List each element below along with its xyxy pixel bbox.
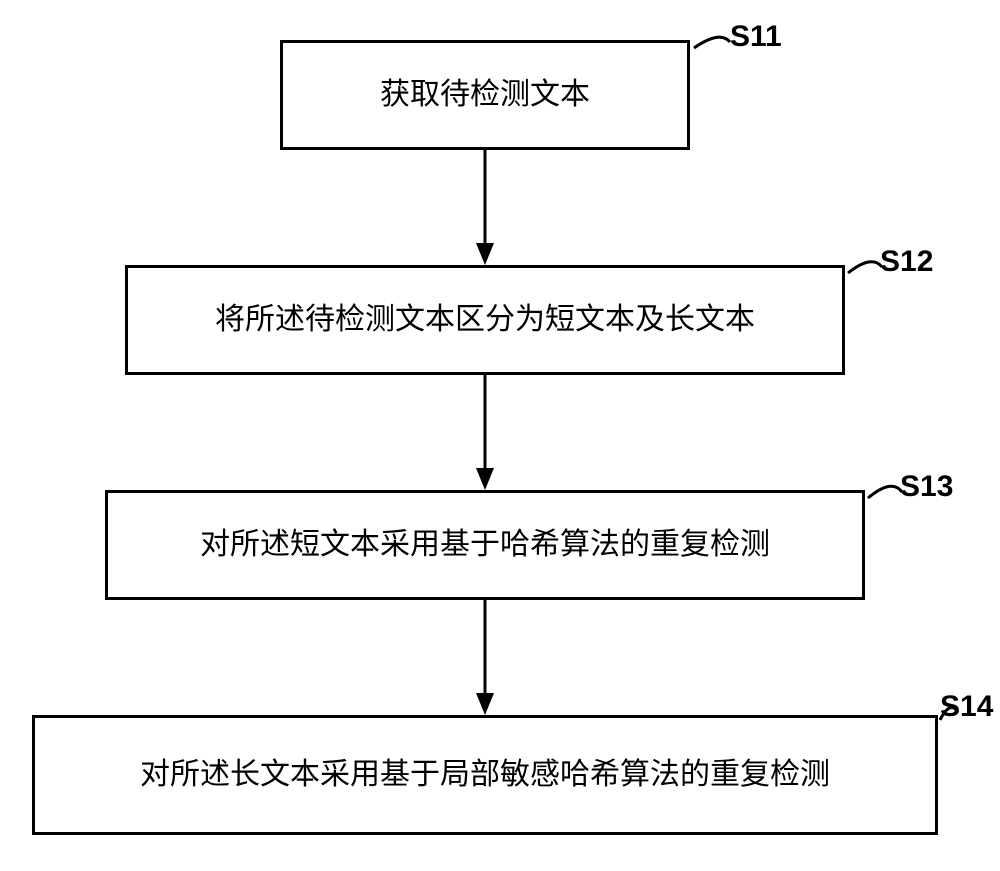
step-tag-s11-text: S11: [730, 20, 782, 53]
step-tag-s14-text: S14: [940, 690, 993, 723]
node-s11-text: 获取待检测文本: [380, 75, 590, 116]
flowchart-canvas: 获取待检测文本 S11 将所述待检测文本区分为短文本及长文本 S12 对所述短文…: [0, 0, 1000, 871]
node-s14-text: 对所述长文本采用基于局部敏感哈希算法的重复检测: [140, 755, 830, 796]
step-tag-s13-text: S13: [900, 470, 953, 503]
node-s11: 获取待检测文本: [280, 40, 690, 150]
step-tag-s12-text: S12: [880, 245, 933, 278]
node-s12: 将所述待检测文本区分为短文本及长文本: [125, 265, 845, 375]
step-tag-s11: S11: [730, 20, 782, 54]
node-s14: 对所述长文本采用基于局部敏感哈希算法的重复检测: [32, 715, 938, 835]
step-tag-s13: S13: [900, 470, 953, 504]
node-s12-text: 将所述待检测文本区分为短文本及长文本: [215, 300, 755, 341]
step-tag-s12: S12: [880, 245, 933, 279]
node-s13-text: 对所述短文本采用基于哈希算法的重复检测: [200, 525, 770, 566]
node-s13: 对所述短文本采用基于哈希算法的重复检测: [105, 490, 865, 600]
step-tag-s14: S14: [940, 690, 993, 724]
